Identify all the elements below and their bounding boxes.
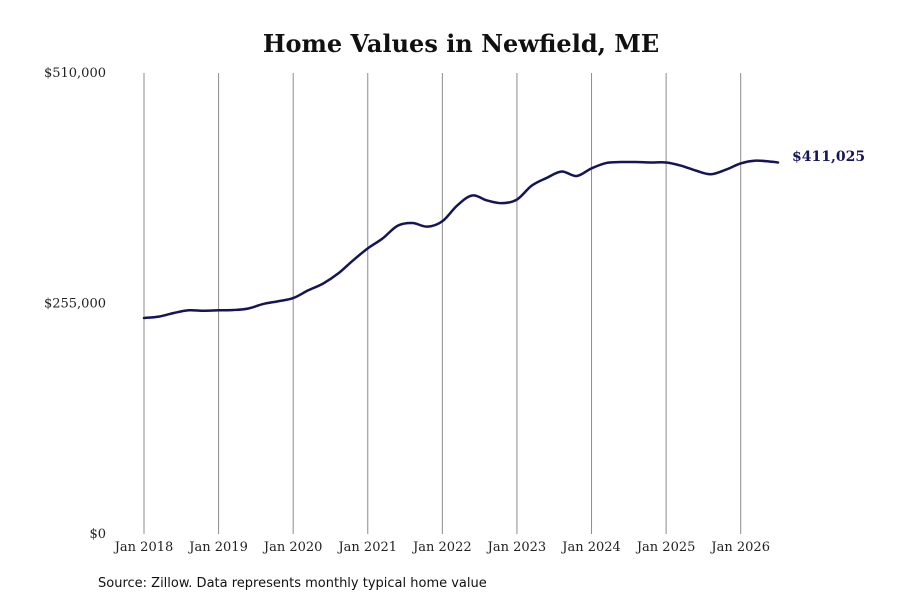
x-tick-label: Jan 2024 xyxy=(560,540,621,555)
x-tick-label: Jan 2019 xyxy=(187,540,248,555)
y-axis: $0 $255,000 $510,000 xyxy=(44,66,106,542)
vertical-gridlines xyxy=(143,73,742,534)
x-tick-label: Jan 2018 xyxy=(113,540,174,555)
x-tick-label: Jan 2021 xyxy=(336,540,397,555)
source-note: Source: Zillow. Data represents monthly … xyxy=(98,576,487,591)
y-tick-label: $510,000 xyxy=(44,66,106,81)
chart-title: Home Values in Newfield, ME xyxy=(263,29,659,58)
series-line-0 xyxy=(142,159,780,320)
x-tick-label: Jan 2020 xyxy=(262,540,323,555)
y-tick-label: $0 xyxy=(89,527,106,542)
x-axis: Jan 2018 Jan 2019 Jan 2020 Jan 2021 Jan 2022… xyxy=(113,540,770,555)
y-tick-label: $255,000 xyxy=(44,297,106,312)
x-tick-label: Jan 2023 xyxy=(486,540,547,555)
x-tick-label: Jan 2022 xyxy=(411,540,472,555)
x-tick-label: Jan 2025 xyxy=(635,540,696,555)
end-value-label: $411,025 xyxy=(792,149,865,165)
series-layer xyxy=(142,159,780,320)
x-tick-label: Jan 2026 xyxy=(709,540,770,555)
